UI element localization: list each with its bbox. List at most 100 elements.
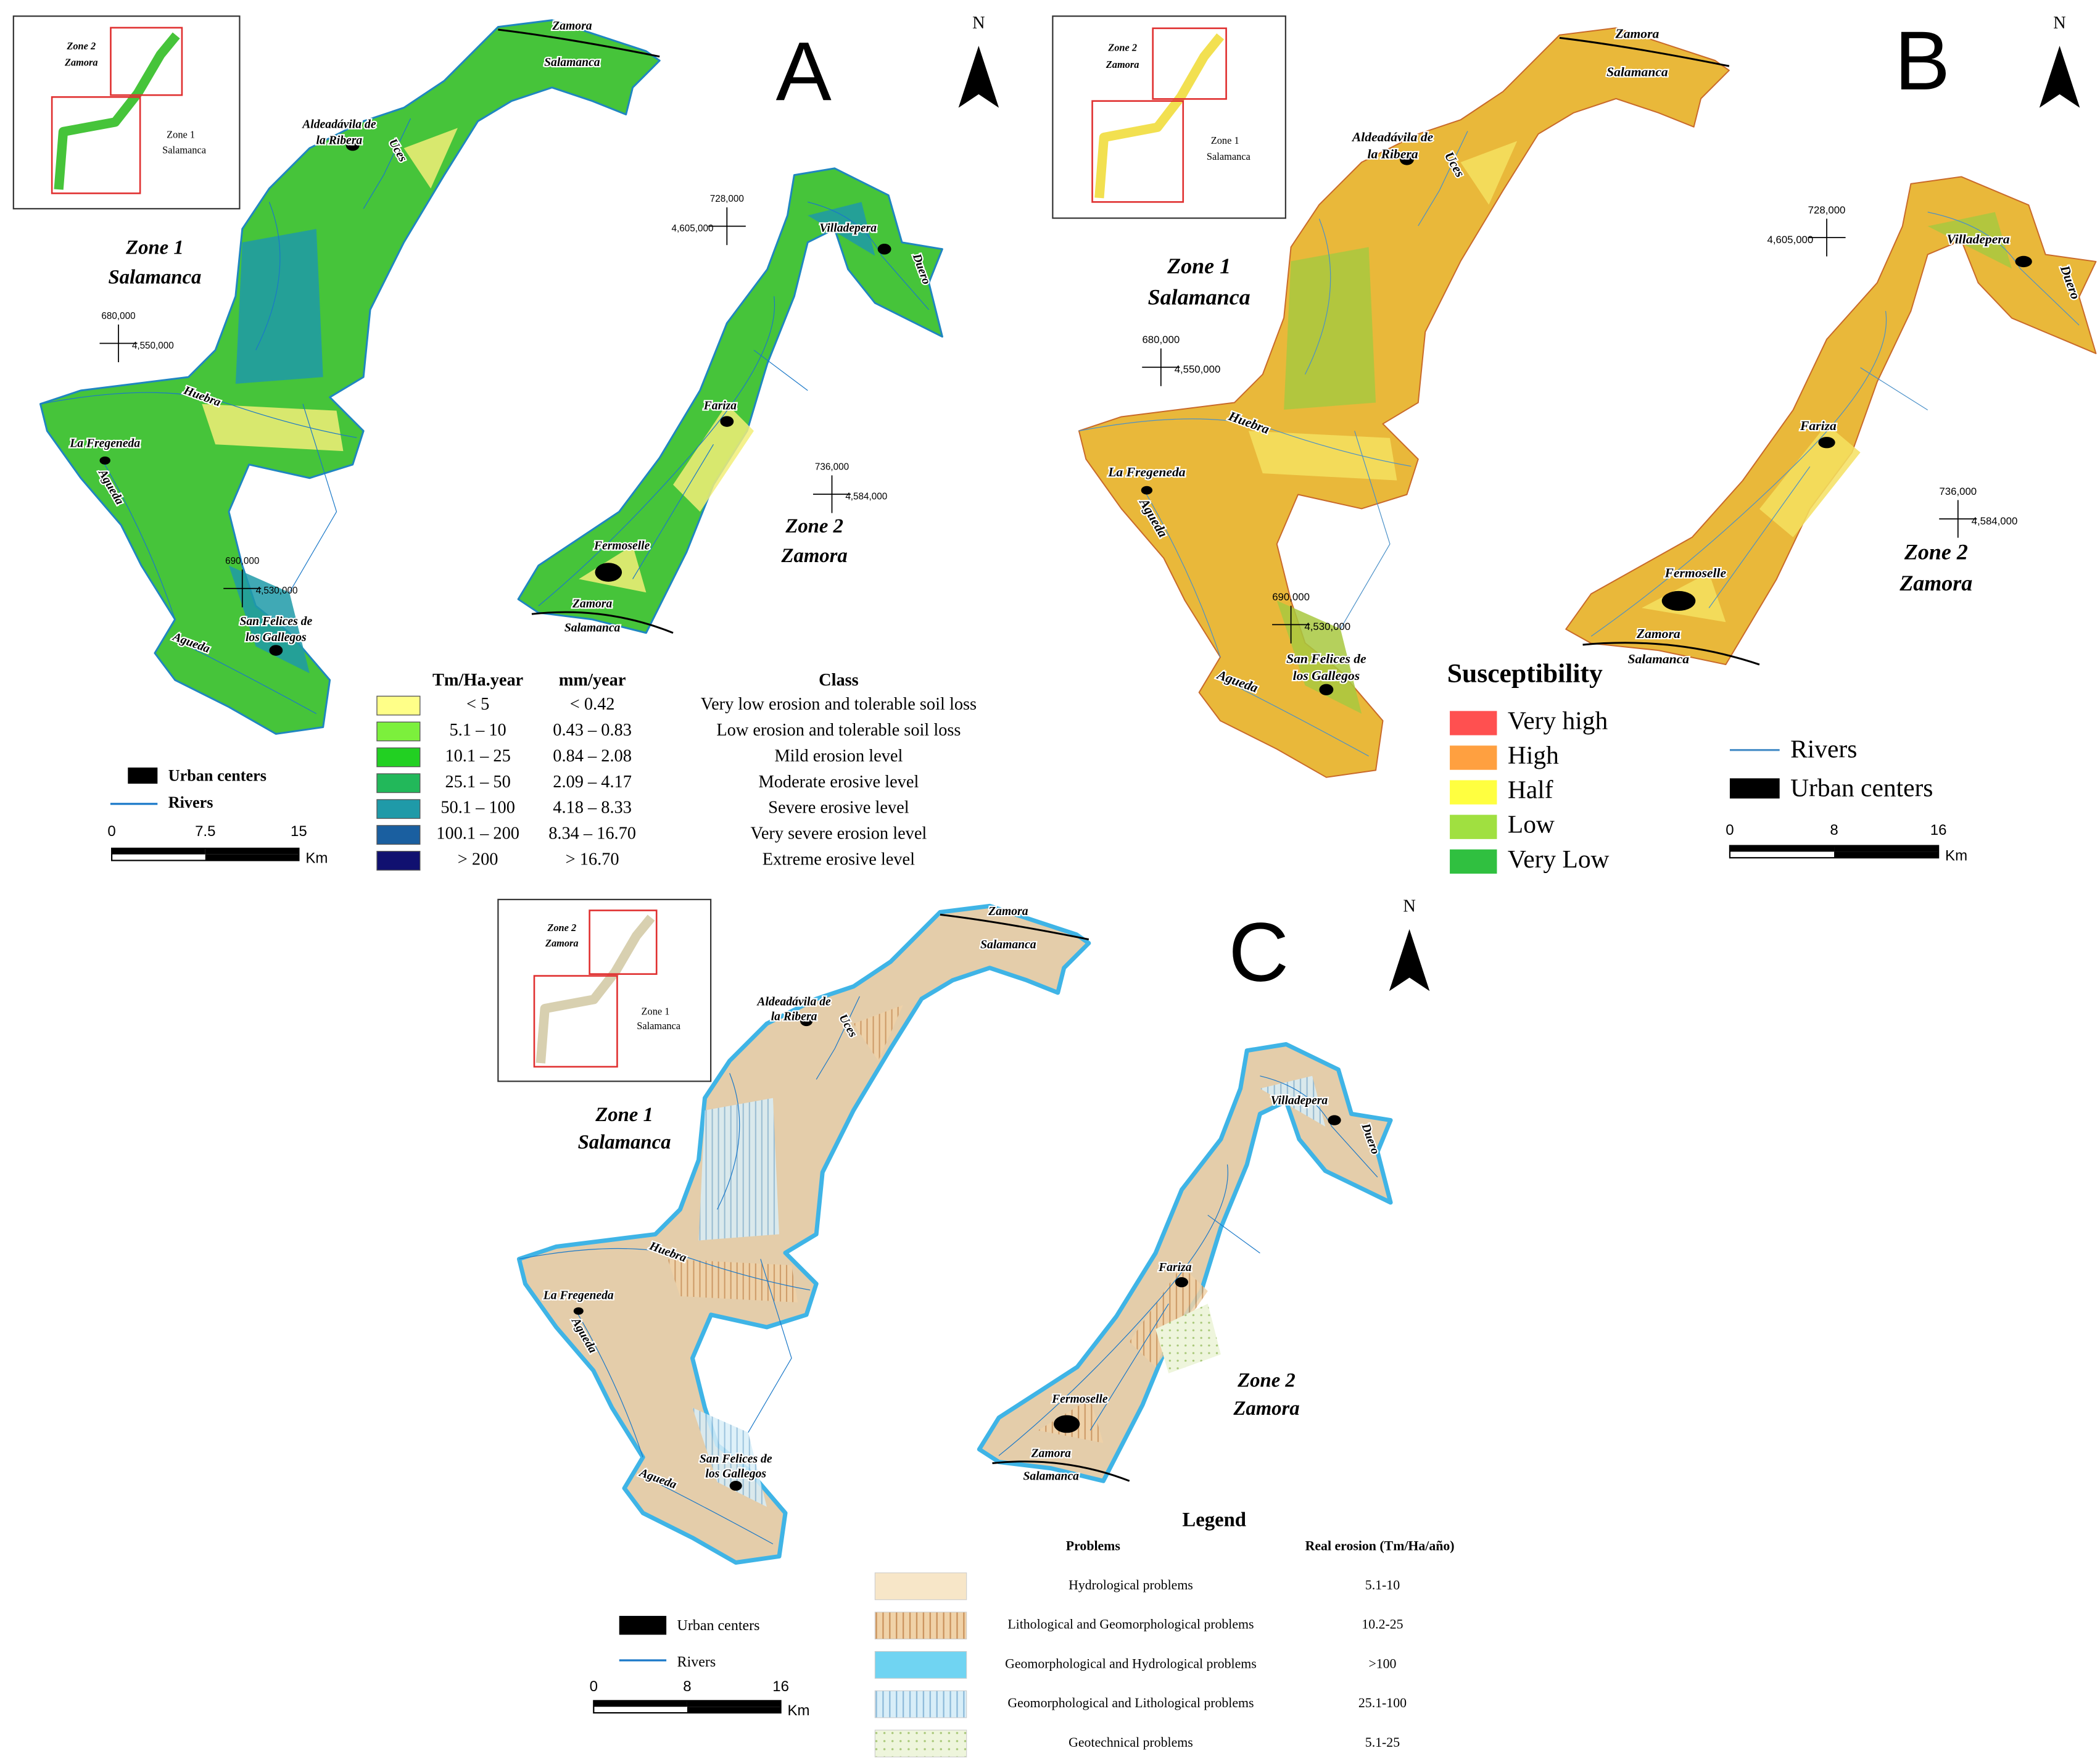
scale-label: 16 [1930,822,1947,839]
place-label: Salamanca [544,56,600,69]
zone-patch [1284,247,1376,410]
table-cell: Geomorphological and Hydrological proble… [1005,1656,1257,1671]
legend-swatch [376,721,421,742]
river [655,1482,773,1544]
place-label: Zamora [1899,571,1972,595]
place-label: Villadepera [1947,232,2010,247]
place-label: los Gallegos [1293,668,1360,683]
inset-map [54,32,180,190]
north-label: N [2053,14,2065,33]
river [633,444,714,579]
table-cell: 0.84 – 2.08 [553,747,632,766]
place-label: Salamanca [1148,285,1250,310]
table-header: Class [819,671,859,690]
coordinate-label: 4,530,000 [1304,621,1350,632]
table-cell: 5.1-10 [1365,1578,1400,1592]
border [498,30,659,57]
urban-center [2015,255,2032,268]
table-cell: Severe erosive level [768,798,909,818]
coordinate-label: 736,000 [815,462,849,472]
scale-bar [1834,851,1939,858]
table-cell: 4.18 – 8.33 [553,798,632,818]
inset-zone-box [1091,100,1184,203]
place-label: Zamora [1031,1447,1072,1460]
river [256,202,280,350]
zone-patch [1129,1265,1208,1367]
legend-swatch [874,1572,967,1600]
place-label: La Fregeneda [69,437,140,450]
river [1079,419,1411,466]
zone-patch [1248,431,1397,481]
zone-1 [40,20,659,734]
table-cell: 25.1 – 50 [445,772,510,792]
place-label: Salamanca [1023,1470,1079,1483]
urban-center [1141,486,1153,495]
legend-swatch [376,695,421,716]
table-cell: 50.1 – 100 [440,798,515,818]
legend-title: Susceptibility [1447,659,1603,689]
place-label: Zone 1 [595,1104,653,1126]
place-label: Fariza [1800,418,1837,433]
place-label: la Ribera [771,1010,817,1024]
table-header: mm/year [559,671,626,690]
river [1234,685,1369,756]
border [992,1462,1129,1481]
table-cell: 100.1 – 200 [436,824,519,843]
river [1591,311,1886,636]
place-label: Fermoselle [593,539,650,553]
river [575,1309,643,1457]
place-label: Aldeadávila de [756,995,831,1008]
river [754,350,808,390]
place-label: Fermoselle [1051,1392,1108,1406]
legend-swatch [874,1690,967,1718]
place-label: la Ribera [316,134,363,147]
place-label: Villadepera [819,222,877,235]
inset-zone-box [1152,27,1227,100]
place-label: Salamanca [108,266,201,288]
inset-label: Salamanca [1207,151,1251,162]
zone-patch [668,1259,798,1302]
zone-patch [673,404,754,512]
table-cell: Very low erosion and tolerable soil loss [701,695,977,714]
table-cell: Low erosion and tolerable soil loss [716,721,961,740]
urban-center [1175,1277,1188,1288]
river [363,118,410,209]
scale-bar [205,848,299,855]
legend-label: Urban centers [677,1618,760,1634]
zone-patch [403,128,458,189]
place-label: San Felices de [700,1452,772,1465]
border [1583,643,1759,665]
place-label: Fariza [1158,1261,1192,1274]
zone-2 [1566,176,2096,665]
urban-center [269,645,283,656]
place-label: Salamanca [980,938,1036,951]
table-cell: >100 [1368,1656,1396,1671]
inset-zone-box [589,909,658,975]
inset-label: Zone 2 [66,40,96,52]
river [748,1259,792,1433]
place-label: Aldeadávila de [301,117,376,131]
zone-area [1566,176,2096,665]
place-label: La Fregeneda [543,1288,614,1302]
north-arrow [1389,929,1430,992]
legend-swatch [874,1612,967,1640]
inset-label: Zamora [64,56,98,68]
coordinate-label: 4,584,000 [1972,515,2018,527]
zone-1 [1079,28,1729,777]
legend-label: Very Low [1508,845,1610,873]
place-label: Villadepera [1271,1093,1328,1107]
scale-unit: Km [1945,847,1967,864]
coordinate-label: 4,530,000 [256,586,298,596]
scale-label: 0 [590,1678,598,1695]
legend-title: Legend [1182,1509,1246,1531]
zone-patch [808,202,875,256]
north-arrow [958,46,999,108]
scale-label: 7.5 [195,823,215,840]
river [816,996,859,1080]
river [40,392,357,437]
river [289,404,336,593]
table-cell: Very severe erosion level [751,824,927,843]
table-cell: 5.1-25 [1365,1735,1400,1750]
scale-label: 8 [683,1678,691,1695]
